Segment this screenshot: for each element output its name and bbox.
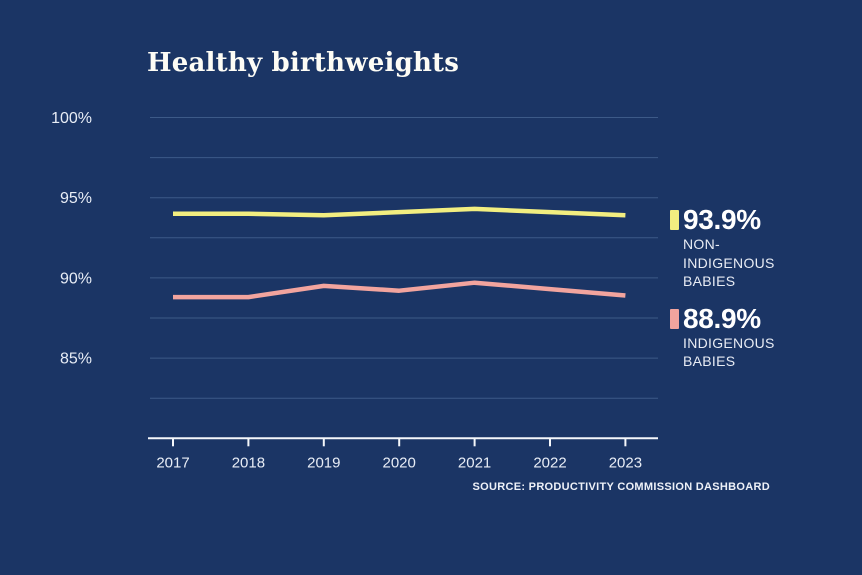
svg-text:2023: 2023 (609, 454, 642, 471)
svg-text:2018: 2018 (232, 454, 265, 471)
svg-text:2022: 2022 (533, 454, 566, 471)
legend-item-non-indigenous: 93.9% NON-INDIGENOUS BABIES (670, 205, 830, 291)
series-swatch-indigenous (670, 308, 679, 329)
svg-text:90%: 90% (60, 270, 92, 287)
svg-text:2019: 2019 (307, 454, 340, 471)
svg-text:2017: 2017 (156, 454, 189, 471)
svg-text:2020: 2020 (383, 454, 416, 471)
legend-label-indigenous: INDIGENOUS BABIES (683, 334, 775, 370)
svg-text:85%: 85% (60, 351, 92, 368)
svg-text:100%: 100% (51, 110, 92, 127)
legend-value-indigenous: 88.9% (683, 302, 761, 334)
svg-text:2021: 2021 (458, 454, 491, 471)
source-attribution: SOURCE: PRODUCTIVITY COMMISSION DASHBOAR… (472, 481, 770, 493)
series-swatch-non-indigenous (670, 210, 679, 230)
chart-title: Healthy birthweights (147, 48, 460, 78)
legend-label-non-indigenous: NON-INDIGENOUS BABIES (683, 236, 775, 289)
legend-value-non-indigenous: 93.9% (683, 204, 761, 235)
svg-text:95%: 95% (60, 190, 92, 207)
legend-item-indigenous: 88.9% INDIGENOUS BABIES (670, 302, 830, 371)
chart-legend: 93.9% NON-INDIGENOUS BABIES 88.9% INDIGE… (670, 205, 830, 384)
